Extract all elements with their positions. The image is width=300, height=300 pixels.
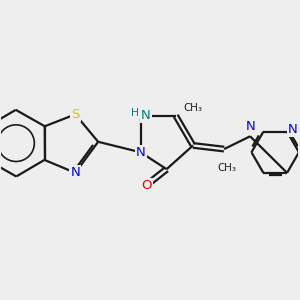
Text: S: S [71,108,80,121]
Text: O: O [142,179,152,192]
Text: N: N [70,166,80,179]
Text: N: N [136,146,146,159]
Text: CH₃: CH₃ [217,163,236,173]
Text: N: N [246,120,256,133]
Text: H: H [130,108,139,118]
Text: N: N [141,109,151,122]
Text: N: N [288,123,297,136]
Text: CH₃: CH₃ [184,103,202,112]
